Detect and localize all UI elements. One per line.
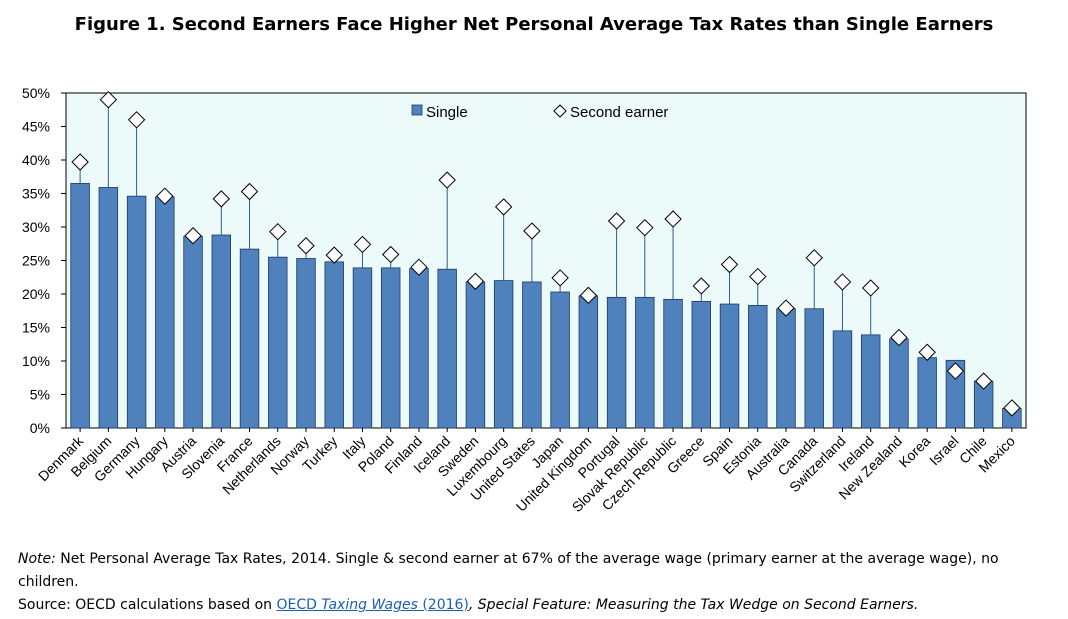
bar <box>917 357 937 429</box>
bar <box>268 256 288 429</box>
bar <box>550 291 570 429</box>
y-tick-label: 50% <box>22 85 50 101</box>
second-earner-marker <box>523 222 541 240</box>
second-earner-marker <box>353 235 372 254</box>
bar <box>296 258 316 429</box>
second-earner-marker <box>269 222 287 241</box>
bar <box>465 281 486 429</box>
y-tick-label: 5% <box>30 387 50 403</box>
bar <box>522 281 542 429</box>
y-tick-label: 15% <box>22 320 50 336</box>
second-earner-marker <box>466 272 485 290</box>
second-earner-marker <box>325 246 343 264</box>
second-earner-marker <box>381 245 400 264</box>
y-tick-label: 25% <box>22 253 50 269</box>
legend-label-second: Second earner <box>570 104 668 121</box>
second-earner-marker <box>212 190 231 208</box>
second-earner-marker <box>127 111 146 129</box>
second-earner-marker <box>71 153 89 171</box>
bar <box>832 330 853 429</box>
second-earner-marker <box>636 218 654 237</box>
second-earner-marker <box>297 237 315 255</box>
second-earner-marker <box>184 227 202 245</box>
second-earner-marker <box>664 210 682 228</box>
bar <box>635 296 655 429</box>
legend-label-single: Single <box>426 104 468 121</box>
bar <box>889 338 909 429</box>
source-link-year: (2016) <box>417 597 469 613</box>
second-earner-marker <box>720 255 739 274</box>
bar <box>239 248 260 429</box>
bar <box>663 298 683 429</box>
chart-title: Figure 1. Second Earners Face Higher Net… <box>74 14 994 35</box>
bar-chart: 0%5%10%15%20%25%30%35%40%45%50%DenmarkBe… <box>22 85 1027 515</box>
second-earner-marker <box>99 90 118 109</box>
second-earner-marker <box>749 267 767 286</box>
bar <box>578 295 599 429</box>
second-earner-marker <box>777 299 795 317</box>
bar <box>126 195 147 429</box>
bar <box>719 303 740 429</box>
bar <box>380 267 401 429</box>
second-earner-marker <box>861 279 880 297</box>
second-earner-marker <box>579 286 598 305</box>
bar <box>183 235 203 429</box>
second-earner-marker <box>410 258 428 276</box>
second-earner-marker <box>805 249 823 267</box>
bar <box>98 187 119 429</box>
bar <box>409 268 429 429</box>
bar <box>211 234 232 429</box>
second-earner-marker <box>946 362 965 380</box>
bar <box>70 183 90 429</box>
bar <box>748 304 768 429</box>
bar <box>324 261 344 429</box>
source-tail: , Special Feature: Measuring the Tax Wed… <box>468 597 919 613</box>
second-earner-marker <box>974 372 993 390</box>
second-earner-marker <box>156 187 174 205</box>
second-earner-marker <box>240 182 259 201</box>
chart-notes: Note: Net Personal Average Tax Rates, 20… <box>18 548 1058 617</box>
bar <box>804 308 824 429</box>
y-tick-label: 10% <box>22 353 50 369</box>
bar <box>352 267 373 429</box>
bar <box>691 300 712 429</box>
x-tick-label: Israel <box>926 433 962 469</box>
x-tick-label: Korea <box>896 433 934 471</box>
y-tick-label: 40% <box>22 152 50 168</box>
second-earner-marker <box>551 269 569 287</box>
bar <box>606 296 627 429</box>
source-link-part: OECD <box>276 597 322 613</box>
note-line: Note: Net Personal Average Tax Rates, 20… <box>18 548 1058 594</box>
legend-swatch-single <box>411 104 423 116</box>
bar <box>437 268 457 429</box>
second-earner-marker <box>1003 399 1021 417</box>
second-earner-marker <box>494 198 513 216</box>
source-label: Source: OECD calculations based on <box>18 597 277 613</box>
source-link-title: Taxing Wages <box>321 597 418 613</box>
bar <box>155 196 175 429</box>
source-line: Source: OECD calculations based on OECD … <box>18 594 1058 617</box>
second-earner-marker <box>692 277 711 295</box>
bar <box>493 280 514 429</box>
second-earner-marker <box>833 273 852 291</box>
source-link[interactable]: OECD Taxing Wages (2016) <box>277 597 469 613</box>
note-label: Note: <box>18 551 56 567</box>
legend-marker-second <box>553 104 567 118</box>
second-earner-marker <box>918 343 936 361</box>
y-tick-label: 45% <box>22 119 50 135</box>
note-text: Net Personal Average Tax Rates, 2014. Si… <box>18 551 999 590</box>
bar <box>776 308 796 429</box>
y-tick-label: 0% <box>30 420 50 436</box>
second-earner-marker <box>438 171 456 189</box>
y-tick-label: 30% <box>22 219 50 235</box>
second-earner-marker <box>607 212 626 230</box>
y-tick-label: 20% <box>22 286 50 302</box>
second-earner-marker <box>890 328 908 347</box>
bar <box>860 334 881 429</box>
plot-area <box>65 92 1027 429</box>
y-tick-label: 35% <box>22 186 50 202</box>
